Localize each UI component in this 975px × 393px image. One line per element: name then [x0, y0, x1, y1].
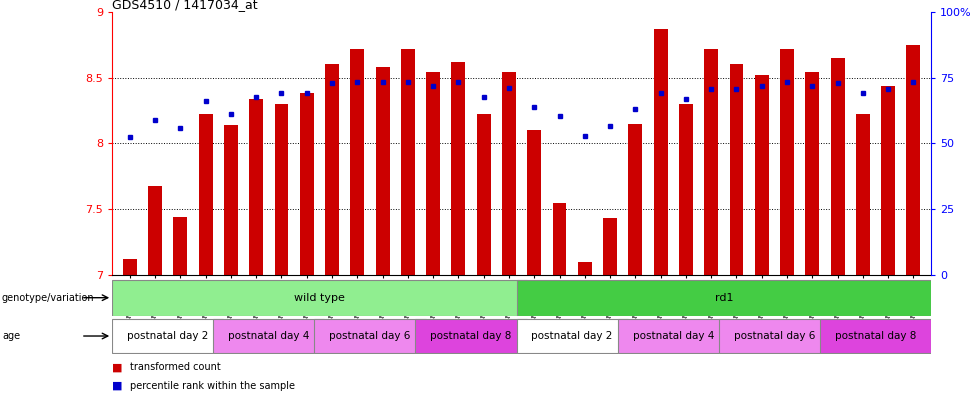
- Bar: [375, 67, 390, 275]
- Bar: [325, 64, 339, 275]
- Text: postnatal day 6: postnatal day 6: [734, 331, 815, 341]
- Text: GDS4510 / 1417034_at: GDS4510 / 1417034_at: [112, 0, 257, 11]
- Text: transformed count: transformed count: [130, 362, 220, 373]
- Bar: [224, 125, 238, 275]
- Bar: [426, 72, 440, 275]
- Bar: [629, 124, 643, 275]
- Bar: [401, 49, 414, 275]
- Text: postnatal day 6: postnatal day 6: [330, 331, 410, 341]
- Bar: [578, 262, 592, 275]
- Bar: [856, 114, 870, 275]
- Bar: [214, 319, 325, 353]
- Text: postnatal day 2: postnatal day 2: [531, 331, 613, 341]
- Bar: [527, 130, 541, 275]
- Bar: [517, 319, 628, 353]
- Bar: [314, 319, 425, 353]
- Bar: [653, 29, 668, 275]
- Text: percentile rank within the sample: percentile rank within the sample: [130, 381, 294, 391]
- Bar: [729, 64, 744, 275]
- Bar: [477, 114, 490, 275]
- Bar: [112, 280, 526, 316]
- Text: postnatal day 8: postnatal day 8: [430, 331, 512, 341]
- Bar: [174, 217, 187, 275]
- Bar: [679, 104, 693, 275]
- Text: ■: ■: [112, 362, 123, 373]
- Bar: [831, 58, 844, 275]
- Bar: [415, 319, 526, 353]
- Bar: [112, 319, 223, 353]
- Text: rd1: rd1: [715, 293, 733, 303]
- Text: postnatal day 2: postnatal day 2: [127, 331, 209, 341]
- Text: genotype/variation: genotype/variation: [2, 293, 95, 303]
- Bar: [805, 72, 819, 275]
- Bar: [719, 319, 830, 353]
- Bar: [618, 319, 729, 353]
- Text: wild type: wild type: [294, 293, 345, 303]
- Bar: [123, 259, 136, 275]
- Bar: [199, 114, 213, 275]
- Bar: [517, 280, 931, 316]
- Text: postnatal day 8: postnatal day 8: [835, 331, 916, 341]
- Bar: [502, 72, 516, 275]
- Bar: [553, 203, 566, 275]
- Bar: [250, 99, 263, 275]
- Bar: [350, 49, 365, 275]
- Bar: [275, 104, 289, 275]
- Bar: [704, 49, 719, 275]
- Bar: [148, 185, 162, 275]
- Bar: [907, 45, 920, 275]
- Bar: [780, 49, 794, 275]
- Bar: [300, 94, 314, 275]
- Text: postnatal day 4: postnatal day 4: [228, 331, 309, 341]
- Bar: [820, 319, 931, 353]
- Bar: [604, 219, 617, 275]
- Text: ■: ■: [112, 381, 123, 391]
- Bar: [755, 75, 768, 275]
- Text: age: age: [2, 331, 20, 341]
- Bar: [881, 86, 895, 275]
- Text: postnatal day 4: postnatal day 4: [633, 331, 714, 341]
- Bar: [451, 62, 465, 275]
